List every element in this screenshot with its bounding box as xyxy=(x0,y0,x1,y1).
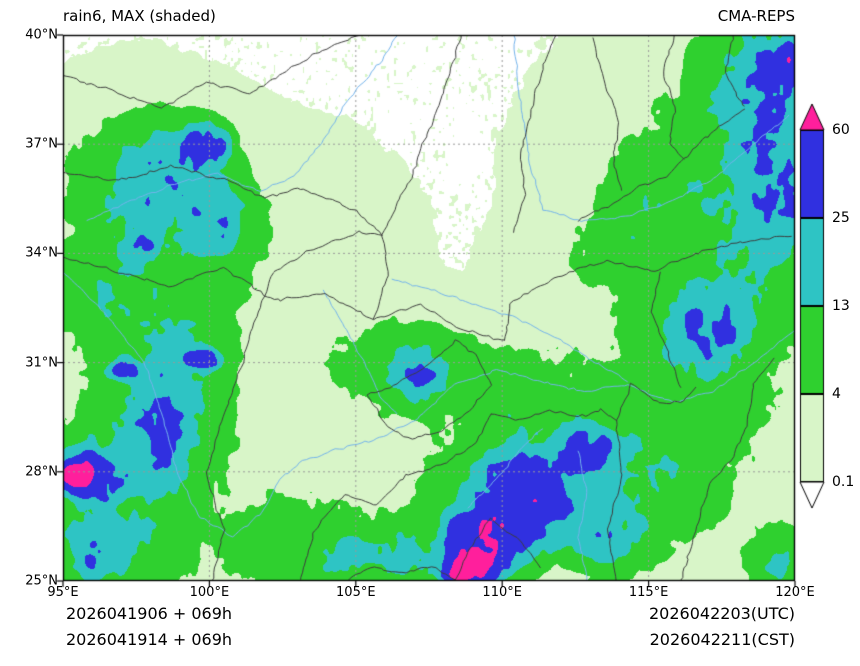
init-time-utc: 2026041906 + 069h xyxy=(66,604,233,623)
y-tick-label: 37°N xyxy=(25,136,58,152)
y-tick-label: 25°N xyxy=(25,573,58,589)
valid-time-utc: 2026042203(UTC) xyxy=(649,604,795,623)
colorbar-tick-label: 0.1 xyxy=(832,474,855,490)
precipitation-map-canvas xyxy=(55,27,803,589)
x-tick-label: 120°E xyxy=(775,585,815,600)
x-tick-label: 115°E xyxy=(628,585,669,600)
colorbar-tick-label: 13 xyxy=(832,298,850,314)
y-tick-label: 40°N xyxy=(25,27,58,43)
x-tick-label: 95°E xyxy=(47,585,79,600)
x-tick-label: 110°E xyxy=(482,585,522,600)
x-tick-label: 100°E xyxy=(189,585,230,600)
model-name: CMA-REPS xyxy=(717,7,795,25)
colorbar-tick-label: 4 xyxy=(832,386,841,402)
plot-title: rain6, MAX (shaded) xyxy=(63,7,216,25)
x-tick-label: 105°E xyxy=(336,585,376,600)
colorbar-tick-label: 25 xyxy=(832,210,850,226)
valid-time-cst: 2026042211(CST) xyxy=(649,630,795,649)
init-time-cst: 2026041914 + 069h xyxy=(66,630,233,649)
colorbar-canvas xyxy=(798,100,832,516)
colorbar-tick-label: 60 xyxy=(832,122,850,138)
y-tick-label: 34°N xyxy=(25,245,58,261)
y-tick-label: 31°N xyxy=(25,355,58,371)
y-tick-label: 28°N xyxy=(25,464,58,480)
